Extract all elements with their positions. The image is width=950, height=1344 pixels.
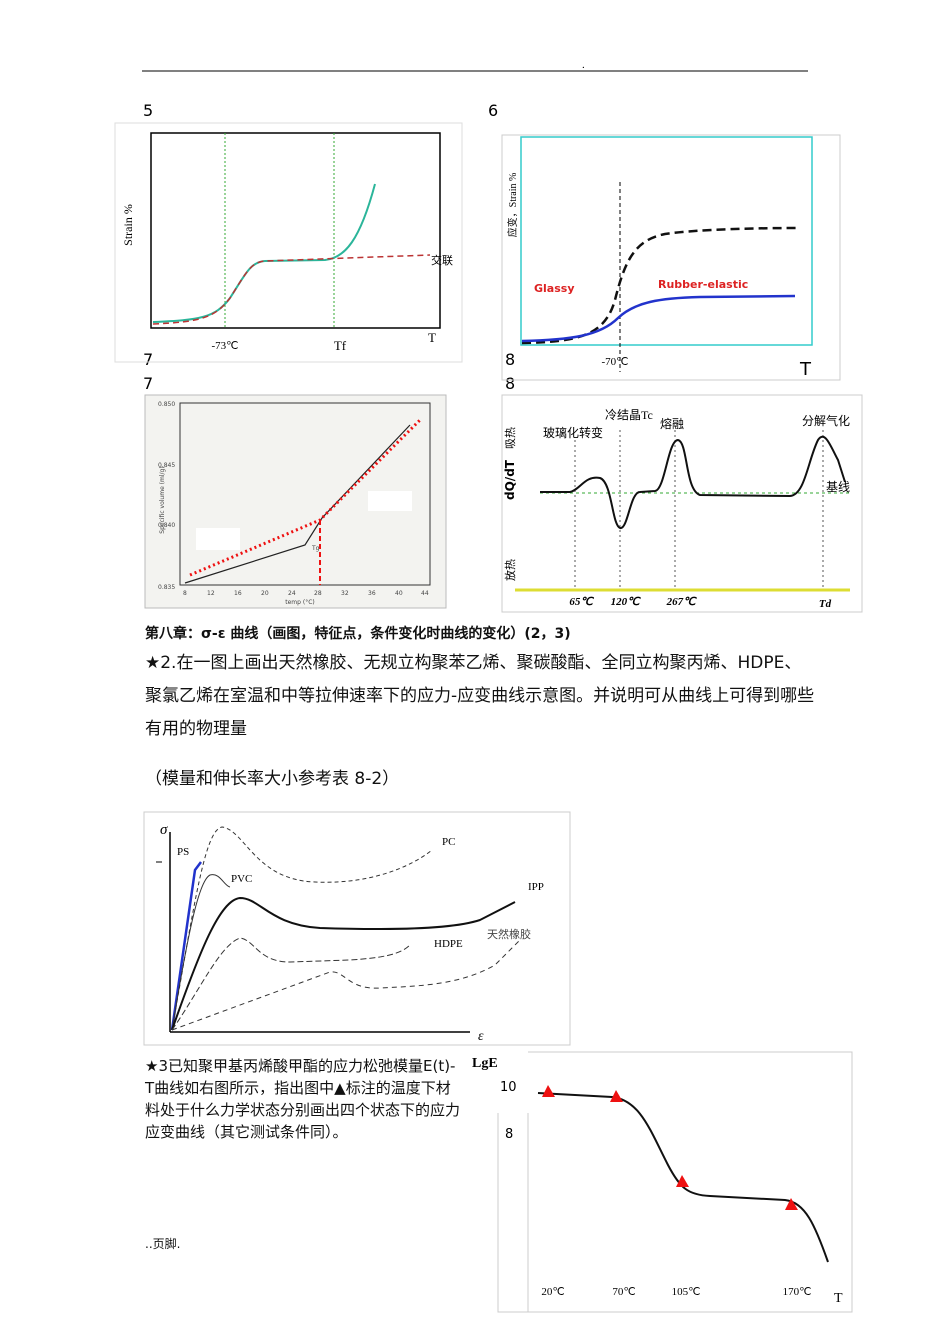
y-label: Strain % — [121, 204, 135, 246]
x-tick: 32 — [341, 590, 349, 597]
x-label: 120℃ — [611, 596, 642, 608]
figure-number: 6 — [488, 101, 498, 120]
chapter-heading: 第八章：σ-ε 曲线（画图，特征点，条件变化时曲线的变化）(2，3) — [145, 626, 571, 642]
figure-8: dQ/dT 吸热 放热 玻璃化转变 冷结晶Tc 熔融 分解气化 基线 65℃ 1… — [501, 394, 863, 613]
question: ★2.在一图上画出天然橡胶、无规立构聚苯乙烯、聚碳酸酯、全同立构聚丙烯、HDPE… — [145, 653, 815, 739]
x-label: 105℃ — [672, 1286, 701, 1298]
curve-label: HDPE — [434, 938, 463, 950]
x-tick: 12 — [207, 590, 215, 597]
x-tick: 28 — [314, 590, 322, 597]
curve-label: PS — [177, 846, 189, 858]
note: （模量和伸长率大小参考表 8-2） — [145, 769, 400, 789]
x-tick: 36 — [368, 590, 376, 597]
figure-5: Strain % 交联 -73℃ Tf T — [114, 122, 463, 363]
x-tick: 24 — [288, 590, 296, 597]
x-label: 70℃ — [612, 1286, 635, 1298]
annotation: 熔融 — [660, 416, 684, 431]
y-label: 应变，Strain % — [506, 173, 519, 238]
x-tick: 16 — [234, 590, 242, 597]
x-label: 170℃ — [783, 1286, 812, 1298]
x-label: 65℃ — [569, 596, 594, 608]
annotation: 基线 — [826, 480, 850, 494]
x-label: temp (°C) — [285, 599, 314, 606]
stress-strain-figure: σ ε PS PVC PC IPP HDPE 天然橡胶 — [143, 811, 571, 1046]
figure-7: 0.850 0.845 0.840 0.835 Specific volume … — [144, 394, 447, 609]
y-label: Specific volume (ml/g) — [159, 466, 166, 533]
annotation: 交联 — [431, 253, 453, 267]
annotation: Rubber-elastic — [658, 278, 748, 291]
x-tick: 40 — [395, 590, 403, 597]
curve-label: IPP — [528, 881, 544, 893]
annotation: 玻璃化转变 — [543, 425, 603, 440]
y-tick: 0.845 — [158, 462, 175, 469]
modulus-figure: LgE 10 8 20℃ 70℃ 105℃ 170℃ T — [466, 1047, 853, 1313]
annotation: Glassy — [534, 282, 575, 295]
x-label: Tf — [334, 338, 347, 353]
x-axis: T — [799, 359, 812, 380]
x-axis: T — [834, 1291, 843, 1306]
y-label: dQ/dT — [503, 459, 517, 500]
y-tick: 0.840 — [158, 522, 175, 529]
figure-number: 8 — [505, 374, 515, 393]
y-tick: 0.850 — [158, 401, 175, 408]
x-axis: T — [428, 330, 436, 345]
x-label: Td — [819, 598, 832, 610]
x-label: -73℃ — [211, 340, 238, 352]
header-mark: . — [582, 59, 585, 71]
marker: Tg — [311, 545, 320, 552]
x-tick: 8 — [183, 590, 187, 597]
annotation: 分解气化 — [802, 413, 850, 428]
curve-label: 天然橡胶 — [487, 927, 531, 941]
y-value: 10 — [500, 1080, 517, 1095]
x-label: 20℃ — [541, 1286, 564, 1298]
y-tick: 0.835 — [158, 584, 175, 591]
question: ★3已知聚甲基丙烯酸甲酯的应力松弛模量E(t)-T曲线如右图所示，指出图中▲标注… — [145, 1057, 461, 1141]
x-axis: ε — [478, 1029, 484, 1044]
curve-label: PVC — [231, 873, 252, 885]
x-tick: 20 — [261, 590, 269, 597]
x-label: -70℃ — [601, 356, 628, 368]
annotation: 冷结晶Tc — [605, 408, 653, 422]
x-tick: 44 — [421, 590, 429, 597]
figure-6: 应变，Strain % Glassy Rubber-elastic -70℃ T — [501, 134, 841, 381]
figure-number: 8 — [505, 350, 515, 369]
y-label: 吸热 — [504, 427, 517, 449]
y-label: 放热 — [503, 559, 517, 581]
figure-number: 7 — [143, 374, 153, 393]
y-axis: σ — [160, 822, 168, 838]
y-value: 8 — [505, 1127, 513, 1142]
x-label: 267℃ — [666, 596, 698, 608]
y-label: LgE — [472, 1056, 498, 1071]
figure-number: 7 — [143, 350, 153, 369]
curve-label: PC — [442, 836, 455, 848]
figure-number: 5 — [143, 101, 153, 120]
footer: ..页脚. — [145, 1237, 181, 1251]
